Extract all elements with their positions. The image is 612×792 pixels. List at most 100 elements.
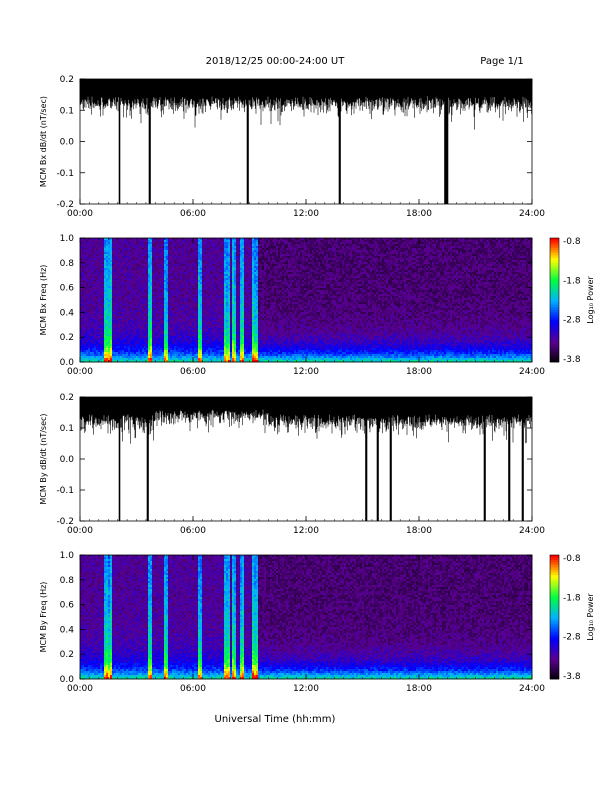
spectrogram-cell — [168, 338, 171, 341]
spectrogram-cell — [144, 248, 147, 251]
spectrogram-cell — [140, 278, 143, 281]
spectrogram-cell — [228, 318, 231, 321]
spectrogram-cell — [214, 334, 217, 337]
spectrogram-cell — [98, 244, 101, 247]
spectrogram-cell — [112, 244, 115, 247]
spectrogram-cell — [130, 310, 133, 313]
spectrogram-cell — [224, 288, 227, 291]
spectrogram-cell — [90, 312, 93, 315]
spectrogram-cell — [92, 286, 95, 289]
spectrogram-cell — [130, 294, 133, 297]
spectrogram-cell — [92, 326, 95, 329]
spectrogram-cell — [212, 258, 215, 261]
spectrogram-cell — [98, 238, 101, 241]
spectrogram-cell — [138, 304, 141, 307]
spectrogram-cell — [118, 244, 121, 247]
spectrogram-cell — [126, 310, 129, 313]
spectrogram-cell — [218, 260, 221, 263]
spectrogram-cell — [106, 328, 109, 331]
spectrogram-cell — [112, 318, 115, 321]
spectrogram-cell — [192, 288, 195, 291]
spectrogram-cell — [196, 342, 199, 345]
spectrogram-cell — [198, 346, 201, 349]
spectrogram-cell — [234, 312, 237, 315]
spectrogram-cell — [218, 360, 221, 363]
spectrogram-cell — [118, 258, 121, 261]
spectrogram-cell — [192, 304, 195, 307]
spectrogram-cell — [232, 268, 235, 271]
spectrogram-cell — [112, 360, 115, 363]
spectrogram-cell — [216, 296, 219, 299]
spectrogram-cell — [92, 288, 95, 291]
spectrogram-cell — [192, 310, 195, 313]
spectrogram-cell — [204, 358, 207, 361]
spectrogram-cell — [162, 312, 165, 315]
spectrogram-cell — [188, 282, 191, 285]
spectrogram-cell — [130, 358, 133, 361]
spectrogram-cell — [192, 348, 195, 351]
spectrogram-cell — [136, 314, 139, 317]
spectrogram-cell — [90, 346, 93, 349]
spectrogram-cell — [114, 336, 117, 339]
spectrogram-cell — [138, 312, 141, 315]
spectrogram-cell — [84, 338, 87, 341]
spectrogram-cell — [198, 264, 201, 267]
spectrogram-cell — [148, 272, 151, 275]
spectrogram-cell — [214, 290, 217, 293]
spectrogram-cell — [220, 262, 223, 265]
spectrogram-cell — [146, 314, 149, 317]
spectrogram-cell — [166, 258, 169, 261]
spectrogram-cell — [114, 266, 117, 269]
spectrogram-cell — [202, 296, 205, 299]
spectrogram-cell — [218, 316, 221, 319]
spectrogram-cell — [222, 246, 225, 249]
spectrogram-cell — [118, 314, 121, 317]
spectrogram-cell — [194, 324, 197, 327]
spectrogram-cell — [162, 342, 165, 345]
spectrogram-cell — [164, 238, 167, 241]
spectrogram-cell — [206, 258, 209, 261]
spectrogram-cell — [154, 340, 157, 343]
y-tick-label: -0.1 — [56, 169, 74, 179]
spectrogram-cell — [208, 314, 211, 317]
spectrogram-cell — [190, 298, 193, 301]
spectrogram-cell — [134, 314, 137, 317]
spectrogram-cell — [226, 346, 229, 349]
spectrogram-cell — [112, 262, 115, 265]
spectrogram-cell — [144, 356, 147, 359]
spectrogram-cell — [164, 266, 167, 269]
spectrogram-cell — [130, 290, 133, 293]
spectrogram-cell — [202, 246, 205, 249]
spectrogram-cell — [168, 358, 171, 361]
spectrogram-cell — [96, 272, 99, 275]
spectrogram-cell — [220, 322, 223, 325]
spectrogram-cell — [210, 244, 213, 247]
spectrogram-cell — [134, 346, 137, 349]
spectrogram-cell — [152, 312, 155, 315]
spectrogram-cell — [92, 328, 95, 331]
spectrogram-cell — [196, 274, 199, 277]
spectrogram-cell — [228, 238, 231, 241]
spectrogram-cell — [220, 246, 223, 249]
spectrogram-cell — [104, 308, 107, 311]
spectrogram-cell — [156, 260, 159, 263]
spectrogram-cell — [188, 314, 191, 317]
spectrogram-cell — [86, 356, 89, 359]
spectrogram-cell — [170, 288, 173, 291]
spectrogram-cell — [234, 254, 237, 257]
spectrogram-cell — [154, 260, 157, 263]
spectrogram-cell — [156, 294, 159, 297]
spectrogram-cell — [84, 328, 87, 331]
spectrogram-cell — [120, 306, 123, 309]
spectrogram-cell — [130, 318, 133, 321]
spectrogram-cell — [228, 254, 231, 257]
spectrogram-cell — [202, 354, 205, 357]
spectrogram-cell — [180, 270, 183, 273]
spectrogram-cell — [148, 346, 151, 349]
spectrogram-cell — [232, 306, 235, 309]
spectrogram-cell — [102, 290, 105, 293]
spectrogram-cell — [146, 304, 149, 307]
spectrogram-cell — [108, 262, 111, 265]
spectrogram-cell — [228, 242, 231, 245]
spectrogram-cell — [106, 284, 109, 287]
